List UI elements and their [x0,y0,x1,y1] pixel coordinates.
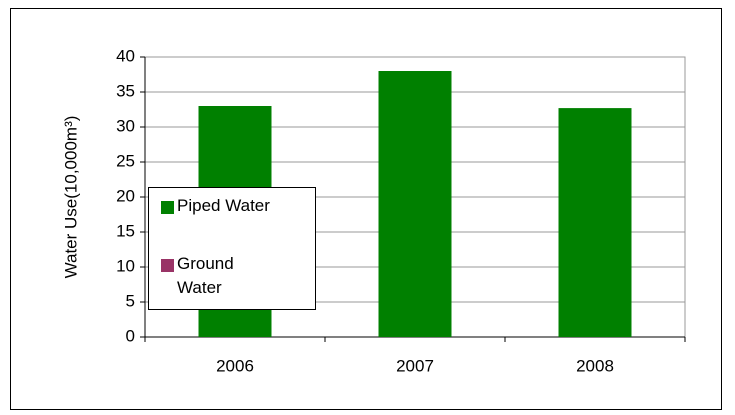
legend-swatch [161,259,174,272]
bar [558,108,632,337]
x-tick-label: 2008 [576,356,614,375]
y-tick-label: 10 [116,256,135,275]
legend-label: Ground Water [177,254,234,297]
legend-entry: Ground Water [161,254,315,300]
legend-entry: Piped Water [161,196,315,218]
y-tick-label: 30 [116,116,135,135]
legend-swatch [161,201,174,214]
y-axis-label: Water Use(10,000m³) [61,116,80,279]
bar [378,71,452,337]
y-tick-label: 25 [116,151,135,170]
y-tick-label: 40 [116,46,135,65]
y-tick-label: 5 [126,291,135,310]
y-tick-label: 15 [116,221,135,240]
legend-label: Piped Water [177,196,270,215]
legend: Piped Water Ground Water [148,187,316,310]
x-tick-label: 2006 [216,356,254,375]
y-tick-label: 0 [126,326,135,345]
y-tick-label: 35 [116,81,135,100]
x-tick-label: 2007 [396,356,434,375]
y-tick-label: 20 [116,186,135,205]
